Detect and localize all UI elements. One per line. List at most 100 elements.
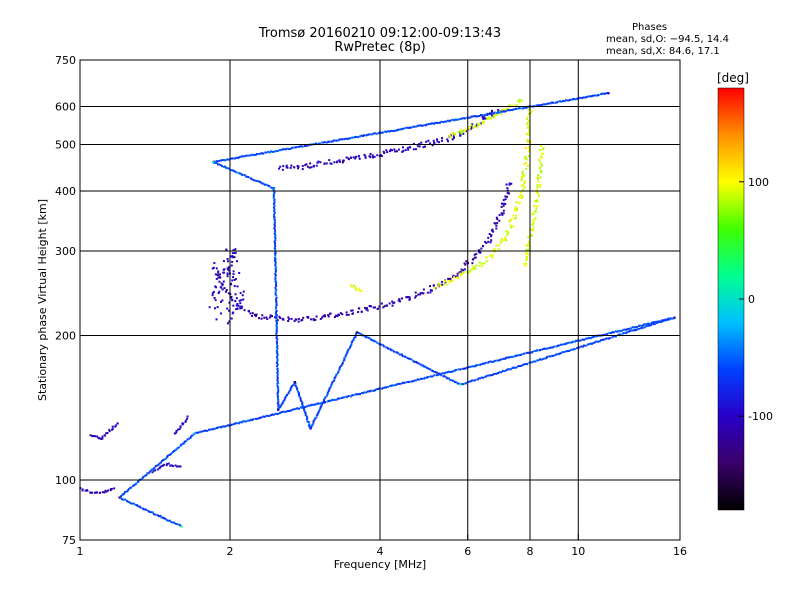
echo-point xyxy=(274,254,277,257)
echo-point xyxy=(538,149,541,152)
echo-point xyxy=(487,240,490,243)
echo-point xyxy=(275,349,278,352)
echo-point xyxy=(111,425,114,428)
echo-point xyxy=(226,307,229,310)
echo-point xyxy=(333,161,336,164)
echo-point xyxy=(392,302,395,305)
echo-point xyxy=(548,346,551,349)
echo-point xyxy=(578,346,581,349)
echo-point xyxy=(309,162,312,165)
echo-point xyxy=(257,180,260,183)
echo-point xyxy=(398,353,401,356)
echo-point xyxy=(460,383,463,386)
echo-point xyxy=(476,364,479,367)
echo-point xyxy=(510,226,513,229)
echo-point xyxy=(645,323,648,326)
echo-point xyxy=(496,113,499,116)
echo-point xyxy=(628,327,631,330)
echo-point xyxy=(275,314,278,317)
echo-point xyxy=(364,306,367,309)
echo-point xyxy=(517,202,520,205)
echo-point xyxy=(338,397,341,400)
echo-point xyxy=(571,98,574,101)
echo-point xyxy=(101,491,104,494)
echo-point xyxy=(514,206,517,209)
echo-point xyxy=(245,154,248,157)
echo-point xyxy=(432,370,435,373)
echo-point xyxy=(237,304,240,307)
echo-point xyxy=(398,299,401,302)
echo-point xyxy=(388,150,391,153)
echo-point xyxy=(370,338,373,341)
echo-point xyxy=(546,355,549,358)
echo-point xyxy=(511,355,514,358)
echo-point xyxy=(275,311,278,314)
echo-point xyxy=(520,179,523,182)
echo-point xyxy=(520,353,523,356)
echo-point xyxy=(304,414,307,417)
echo-point xyxy=(538,349,541,352)
echo-point xyxy=(276,402,279,405)
echo-point xyxy=(346,351,349,354)
echo-point xyxy=(321,141,324,144)
echo-point xyxy=(515,107,518,110)
echo-point xyxy=(627,330,630,333)
echo-point xyxy=(275,283,278,286)
echo-point xyxy=(407,381,410,384)
echo-point xyxy=(235,422,238,425)
echo-point xyxy=(648,324,651,327)
echo-point xyxy=(434,121,437,124)
echo-point xyxy=(557,353,560,356)
echo-point xyxy=(174,449,177,452)
echo-point xyxy=(86,489,89,492)
echo-point xyxy=(411,380,414,383)
echo-point xyxy=(461,117,464,120)
echo-point xyxy=(134,483,137,486)
echo-point xyxy=(527,253,530,256)
echo-point xyxy=(234,300,237,303)
echo-point xyxy=(492,114,495,117)
echo-point xyxy=(171,521,174,524)
echo-point xyxy=(227,260,230,263)
echo-point xyxy=(538,158,541,161)
echo-point xyxy=(492,360,495,363)
echo-point xyxy=(392,130,395,133)
echo-point xyxy=(444,281,447,284)
echo-point xyxy=(276,357,279,360)
echo-point xyxy=(488,374,491,377)
echo-point xyxy=(340,396,343,399)
echo-point xyxy=(469,365,472,368)
echo-point xyxy=(276,347,279,350)
echo-point xyxy=(486,374,489,377)
echo-point xyxy=(516,100,519,103)
echo-point xyxy=(497,359,500,362)
echo-point xyxy=(277,403,280,406)
echo-point xyxy=(136,505,139,508)
echo-point xyxy=(469,116,472,119)
echo-point xyxy=(175,430,178,433)
echo-point xyxy=(96,491,99,494)
echo-point xyxy=(525,158,528,161)
echo-point xyxy=(449,280,452,283)
echo-point xyxy=(525,262,528,265)
echo-point xyxy=(505,195,508,198)
echo-point xyxy=(230,264,233,267)
echo-point xyxy=(395,129,398,132)
echo-point xyxy=(298,392,301,395)
echo-point xyxy=(530,228,533,231)
echo-point xyxy=(290,146,293,149)
echo-point xyxy=(500,358,503,361)
echo-point xyxy=(459,272,462,275)
echo-point xyxy=(338,367,341,370)
echo-point xyxy=(234,278,237,281)
echo-point xyxy=(429,285,432,288)
echo-point xyxy=(438,121,441,124)
echo-point xyxy=(217,163,220,166)
echo-point xyxy=(454,118,457,121)
echo-point xyxy=(316,413,319,416)
echo-point xyxy=(360,310,363,313)
echo-point xyxy=(355,155,358,158)
echo-point xyxy=(528,235,531,238)
echo-point xyxy=(430,122,433,125)
echo-point xyxy=(555,353,558,356)
